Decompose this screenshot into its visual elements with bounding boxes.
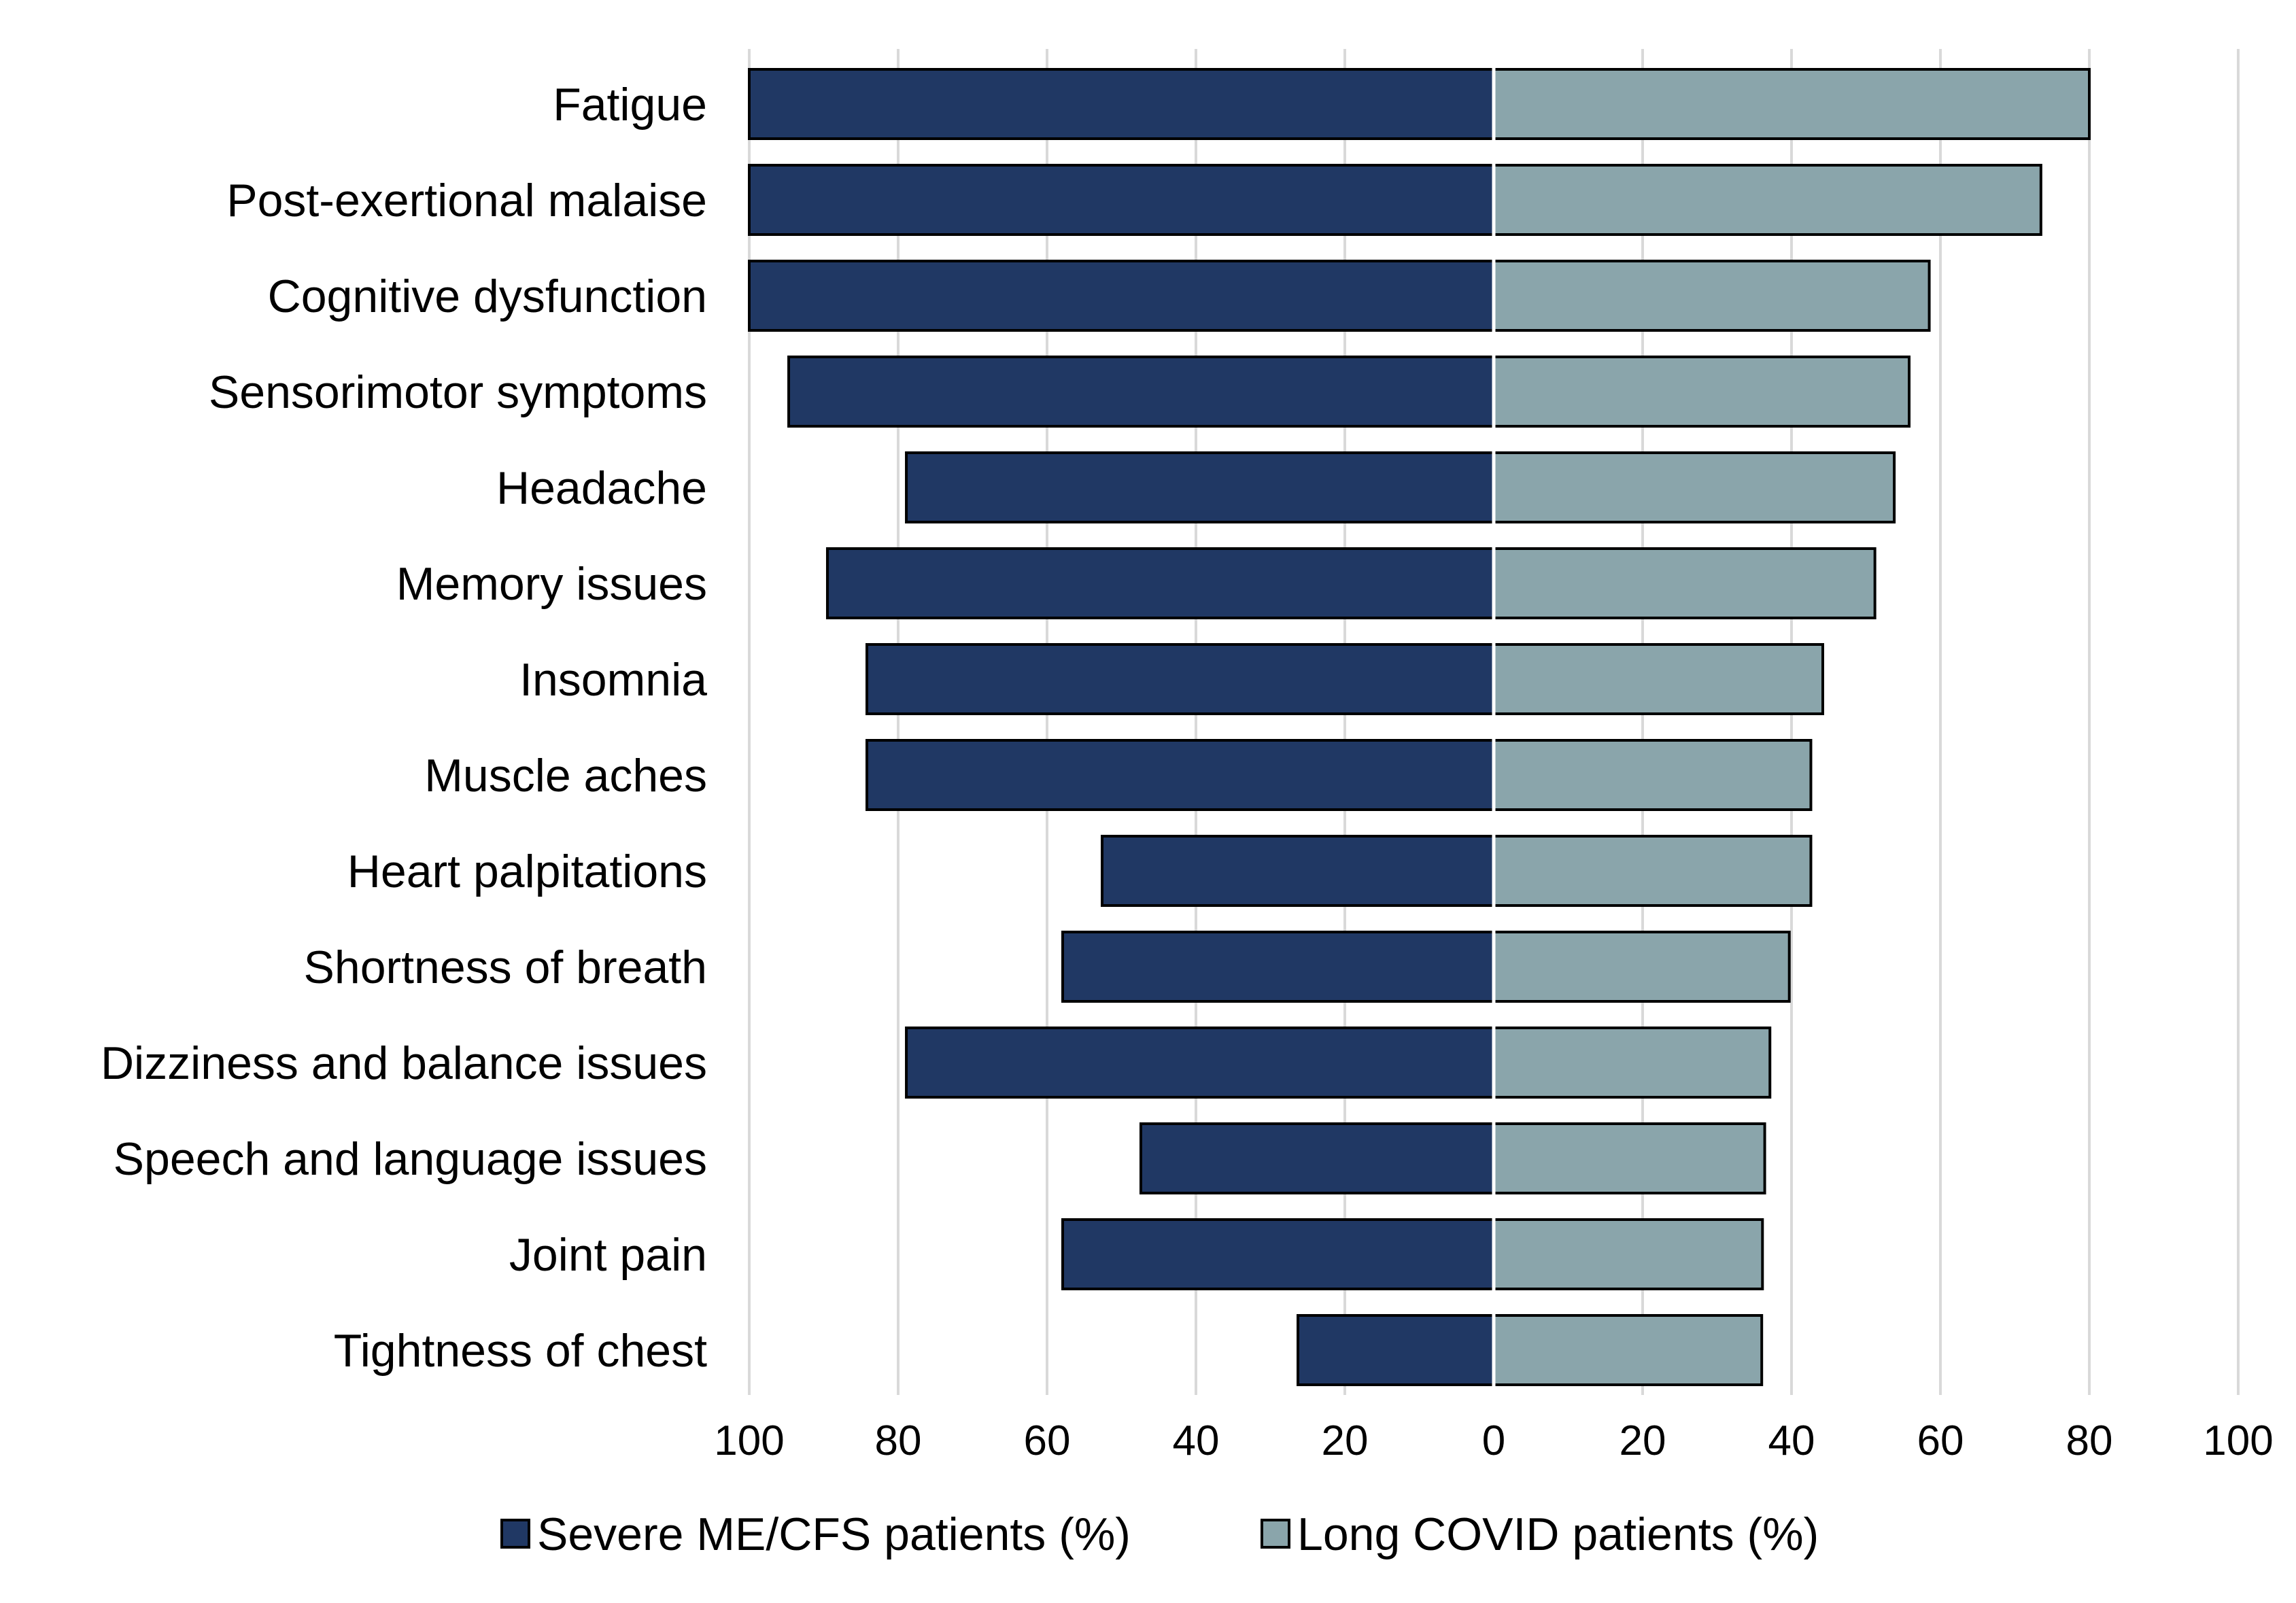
bar-severe-me-cfs <box>1297 1314 1495 1386</box>
bar-severe-me-cfs <box>1139 1122 1495 1194</box>
bar-severe-me-cfs <box>866 739 1495 811</box>
bar-severe-me-cfs <box>1101 835 1495 907</box>
legend: Severe ME/CFS patients (%) Long COVID pat… <box>500 1509 1819 1560</box>
bar-long-covid <box>1492 164 2042 236</box>
legend-item-severe-me-cfs: Severe ME/CFS patients (%) <box>500 1509 1131 1560</box>
category-label: Heart palpitations <box>347 846 707 897</box>
bar-severe-me-cfs <box>748 164 1495 236</box>
bar-severe-me-cfs <box>866 643 1495 715</box>
bar-long-covid <box>1492 356 1911 428</box>
category-label: Post-exertional malaise <box>226 175 707 226</box>
category-label: Muscle aches <box>424 750 707 802</box>
x-tick-label: 60 <box>1917 1417 1964 1464</box>
legend-label: Long COVID patients (%) <box>1297 1509 1819 1560</box>
legend-item-long-covid: Long COVID patients (%) <box>1261 1509 1819 1560</box>
bar-long-covid <box>1492 451 1896 523</box>
x-tick-label: 60 <box>1024 1417 1071 1464</box>
category-label: Memory issues <box>396 558 707 610</box>
x-tick-label: 80 <box>875 1417 922 1464</box>
category-label: Dizziness and balance issues <box>101 1037 707 1089</box>
x-tick-label: 20 <box>1620 1417 1666 1464</box>
bar-severe-me-cfs <box>905 451 1496 523</box>
category-label: Cognitive dysfunction <box>268 271 707 322</box>
x-axis-tick-labels: 100 80 60 40 20 0 20 40 60 80 100 <box>714 1417 2273 1464</box>
category-label: Headache <box>496 462 707 514</box>
x-tick-label: 20 <box>1322 1417 1369 1464</box>
bar-long-covid <box>1492 835 1813 907</box>
category-label: Speech and language issues <box>114 1133 707 1185</box>
category-label: Sensorimotor symptoms <box>209 366 707 418</box>
category-label: Joint pain <box>509 1229 707 1281</box>
x-tick-label: 40 <box>1173 1417 1220 1464</box>
x-tick-label: 0 <box>1482 1417 1505 1464</box>
bar-long-covid <box>1492 1218 1764 1290</box>
bar-long-covid <box>1492 643 1824 715</box>
legend-swatch <box>500 1519 530 1549</box>
bar-long-covid <box>1492 1314 1764 1386</box>
bar-long-covid <box>1492 931 1791 1003</box>
bar-long-covid <box>1492 1027 1772 1099</box>
x-tick-label: 100 <box>2203 1417 2273 1464</box>
bar-long-covid <box>1492 1122 1766 1194</box>
category-label: Shortness of breath <box>304 942 707 993</box>
category-label: Fatigue <box>553 79 707 131</box>
bar-severe-me-cfs <box>905 1027 1496 1099</box>
bar-long-covid <box>1492 547 1877 619</box>
legend-swatch <box>1261 1519 1290 1549</box>
bar-severe-me-cfs <box>748 68 1495 140</box>
legend-label: Severe ME/CFS patients (%) <box>537 1509 1131 1560</box>
category-label: Tightness of chest <box>334 1325 707 1377</box>
x-tick-label: 40 <box>1768 1417 1815 1464</box>
bar-long-covid <box>1492 260 1931 332</box>
bar-severe-me-cfs <box>748 260 1495 332</box>
bar-layer <box>748 68 2091 1386</box>
x-tick-label: 100 <box>714 1417 784 1464</box>
bar-severe-me-cfs <box>787 356 1495 428</box>
bar-severe-me-cfs <box>1061 931 1495 1003</box>
bar-severe-me-cfs <box>1061 1218 1495 1290</box>
bar-long-covid <box>1492 739 1813 811</box>
category-label: Insomnia <box>519 654 707 706</box>
bar-severe-me-cfs <box>825 547 1495 619</box>
bar-long-covid <box>1492 68 2091 140</box>
category-labels: Fatigue Post-exertional malaise Cognitive … <box>101 79 707 1377</box>
x-tick-label: 80 <box>2066 1417 2113 1464</box>
